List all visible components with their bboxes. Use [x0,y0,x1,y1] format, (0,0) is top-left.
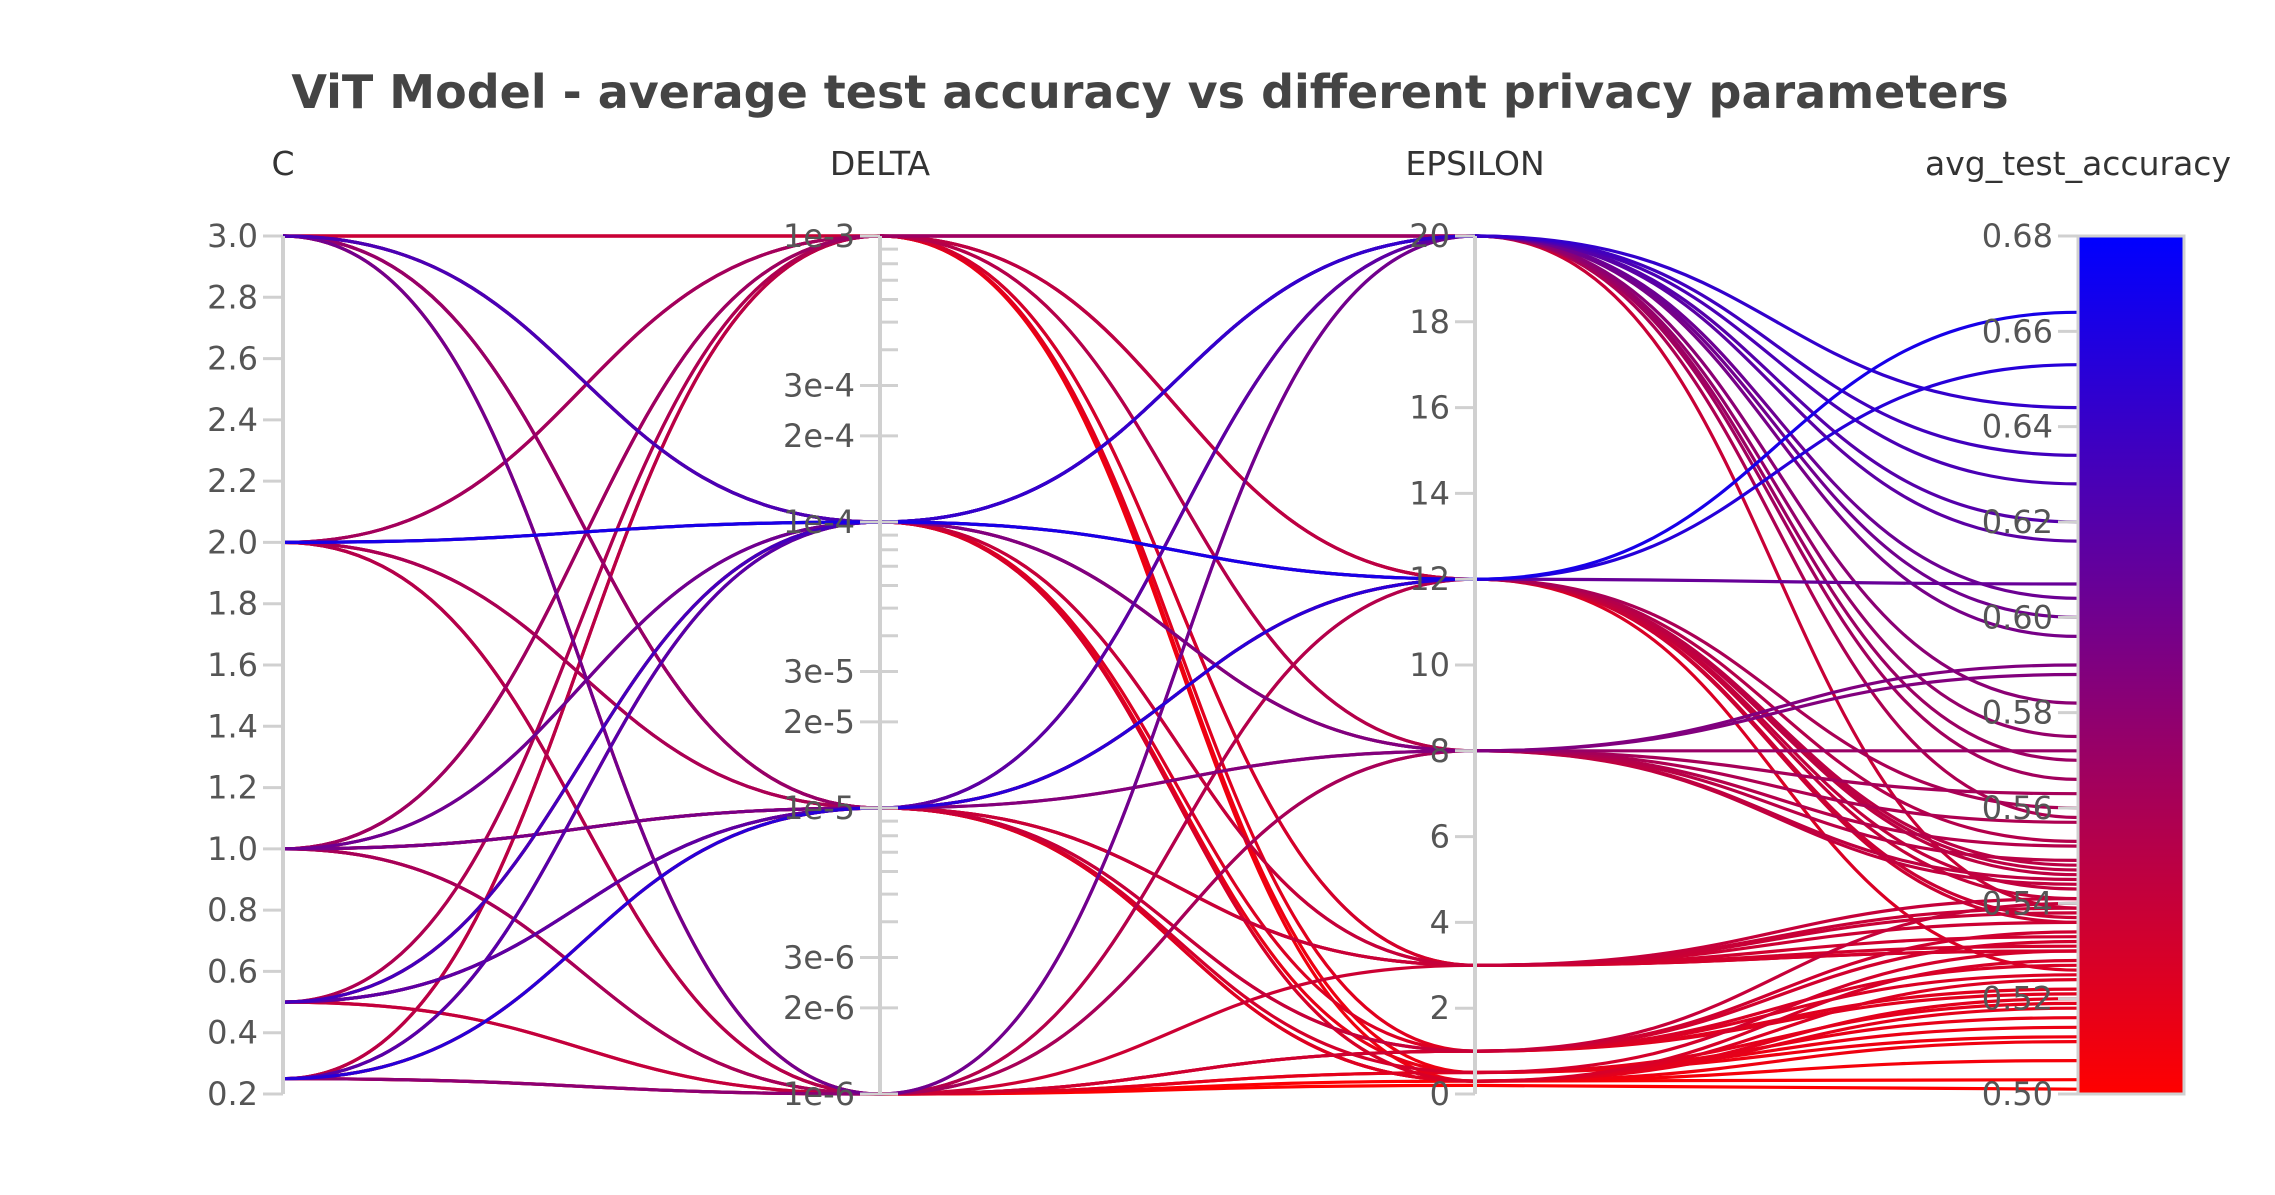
data-line [282,540,2079,1096]
tick-label: 0.50 [1982,1075,2053,1113]
tick-label: 12 [1409,560,1450,598]
tick-label: 0.62 [1982,503,2053,541]
tick-label: 2e-5 [783,703,855,741]
data-line [282,234,2079,810]
tick-label: 0.8 [207,891,258,929]
tick-label: 2.0 [207,523,258,561]
tick-label: 0.6 [207,952,258,990]
tick-label: 3.0 [207,217,258,255]
tick-label: 1e-6 [783,1075,855,1113]
tick-label: 0.4 [207,1014,258,1052]
tick-label: 3e-6 [783,939,855,977]
tick-label: 6 [1430,818,1450,856]
data-line [282,234,2079,1004]
tick-label: 1.4 [207,707,258,745]
tick-label: 0.60 [1982,598,2053,636]
tick-label: 0.66 [1982,312,2053,350]
tick-label: 14 [1409,474,1450,512]
axis-title-avg-test-accuracy: avg_test_accuracy [1925,144,2231,183]
tick-label: 0.2 [207,1075,258,1113]
tick-label: 1.6 [207,646,258,684]
data-line [282,234,2079,753]
chart-title: ViT Model - average test accuracy vs dif… [291,65,2008,119]
axis-title-c: C [271,144,294,183]
tick-label: 10 [1409,646,1450,684]
tick-label: 0.56 [1982,789,2053,827]
tick-label: 1e-3 [783,217,855,255]
tick-label: 2.6 [207,340,258,378]
tick-label: 1e-4 [783,503,855,541]
tick-label: 2e-6 [783,989,855,1027]
tick-label: 0 [1430,1075,1450,1113]
data-line [282,749,2079,1096]
tick-label: 0.64 [1982,408,2053,446]
tick-label: 8 [1430,732,1450,770]
data-line [282,234,2079,1096]
tick-label: 3e-4 [783,367,855,405]
tick-label: 1.2 [207,769,258,807]
tick-label: 16 [1409,389,1450,427]
tick-label: 0.54 [1982,884,2053,922]
axes: C 0.2 0.4 0.6 0.8 1.0 1.2 1.4 1.6 1.8 2.0 2.2 2.4 2.6… [207,144,2231,1113]
tick-label: 20 [1409,217,1450,255]
tick-label: 0.58 [1982,694,2053,732]
data-lines [282,234,2079,1096]
tick-label: 4 [1430,903,1450,941]
tick-label: 3e-5 [783,653,855,691]
tick-label: 2e-4 [783,417,855,455]
tick-label: 1.0 [207,830,258,868]
tick-label: 0.52 [1982,980,2053,1018]
tick-label: 18 [1409,303,1450,341]
tick-label: 2.2 [207,462,258,500]
tick-label: 0.68 [1982,217,2053,255]
tick-label: 2.8 [207,278,258,316]
tick-label: 2 [1430,989,1450,1027]
data-line [282,234,2079,851]
tick-label: 1e-5 [783,789,855,827]
data-line [282,363,2079,1081]
tick-label: 2.4 [207,401,258,439]
axis-title-delta: DELTA [830,144,931,183]
data-line [282,310,2079,581]
colorbar [2076,234,2186,1096]
axis-title-epsilon: EPSILON [1405,144,1544,183]
tick-label: 1.8 [207,585,258,623]
